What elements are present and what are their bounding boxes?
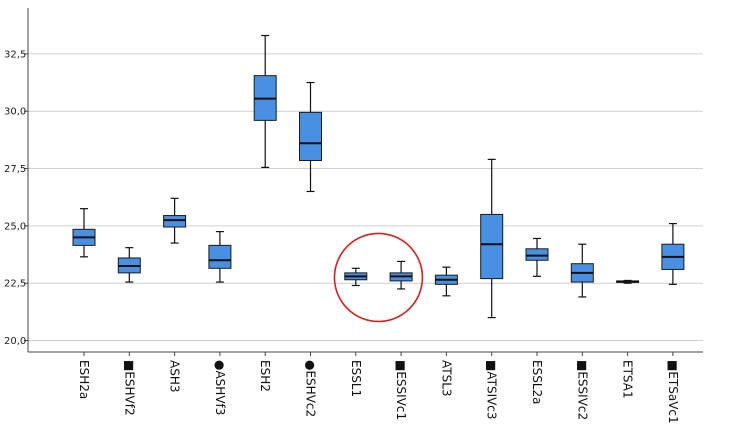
category-label: ■ATSIVc3 (485, 360, 499, 420)
highlight-circle (333, 232, 424, 323)
category-label: ETSA1 (621, 360, 635, 399)
category-label: ESH2 (258, 360, 272, 392)
category-label: ASH3 (168, 360, 182, 392)
category-label: ■ESSIVc2 (575, 360, 589, 420)
box (525, 248, 549, 261)
category-label: ATSL3 (439, 360, 453, 397)
category-label: ■ESSIVc1 (394, 360, 408, 420)
category-label: ESSL2a (530, 360, 544, 405)
y-tick-label: 25,0 (4, 221, 26, 232)
category-label: ESSL1 (349, 360, 363, 397)
y-tick-label: 32,5 (4, 49, 26, 60)
category-label: ●ESHVc2 (304, 360, 318, 417)
box (163, 215, 187, 228)
y-tick-label: 27,5 (4, 164, 26, 175)
category-label: ●ASHVf3 (213, 360, 227, 415)
box (480, 213, 504, 280)
y-tick-label: 30,0 (4, 107, 26, 118)
box (208, 244, 232, 269)
y-tick-label: 22,5 (4, 279, 26, 290)
box (299, 111, 322, 162)
category-label: ■ETSaVc1 (666, 360, 680, 424)
category-label: ■ESHVf2 (122, 360, 136, 416)
y-tick-label: 20,0 (4, 336, 26, 347)
category-label: ESH2a (77, 360, 91, 399)
